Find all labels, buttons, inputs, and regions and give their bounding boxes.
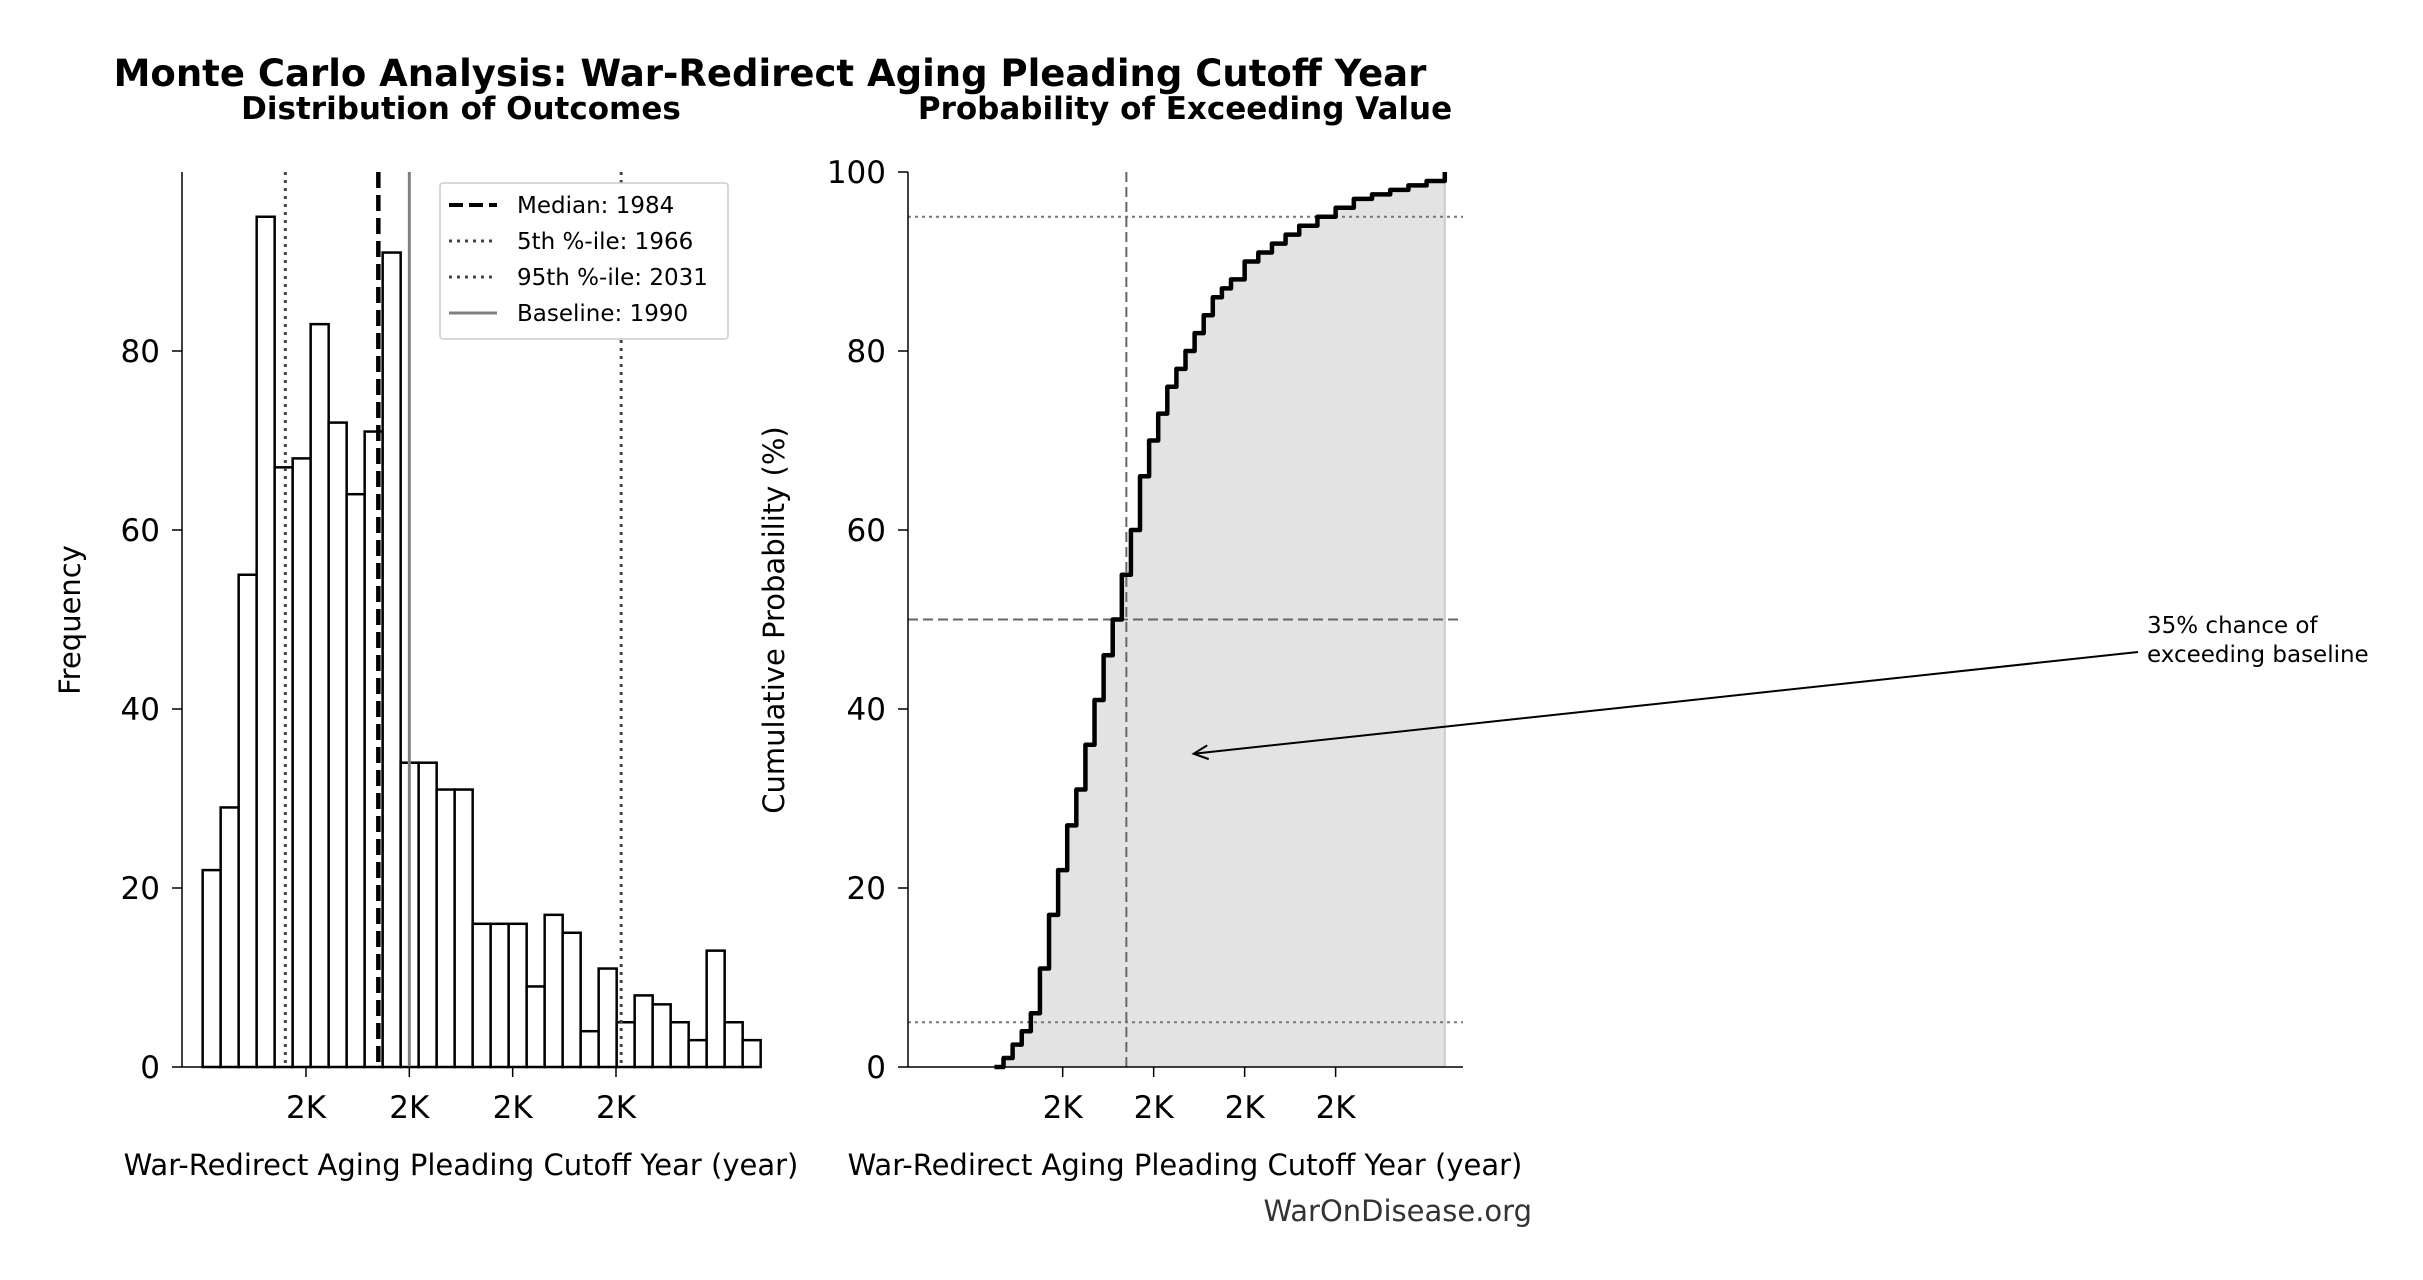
histogram-bar [255, 215, 276, 1069]
cdf-x-ticks: 2K 2K 2K 2K [1043, 1067, 1357, 1126]
histogram-bar [345, 492, 366, 1069]
legend: Median: 1984 5th %-ile: 1966 95th %-ile:… [439, 182, 729, 340]
histogram-bar [741, 1038, 762, 1069]
histogram-bar [507, 922, 528, 1069]
cdf-x-tick-label: 2K [1316, 1090, 1357, 1126]
histogram-bar [669, 1021, 690, 1069]
histogram-x-tick-label: 2K [286, 1090, 327, 1126]
cdf-x-tick-label: 2K [1134, 1090, 1175, 1126]
watermark: WarOnDisease.org [1263, 1194, 1532, 1228]
legend-label-median: Median: 1984 [517, 193, 674, 219]
histogram-x-ticks: 2K 2K 2K 2K [286, 1067, 637, 1126]
histogram-bar [489, 922, 510, 1069]
histogram-bar [273, 466, 294, 1069]
histogram-bar [597, 967, 618, 1069]
histogram-bar [471, 922, 492, 1069]
histogram-bars [201, 215, 762, 1069]
histogram-bar [633, 994, 654, 1069]
histogram-bar [615, 1021, 636, 1069]
cdf-y-tick-label: 40 [847, 692, 886, 728]
histogram-bar [687, 1038, 708, 1069]
histogram-bar [201, 868, 222, 1069]
cdf-y-tick-label: 20 [847, 871, 886, 907]
annotation-line-2: exceeding baseline [2147, 642, 2369, 668]
cdf-y-tick-label: 80 [847, 334, 886, 370]
cdf-title: Probability of Exceeding Value [918, 91, 1452, 127]
cdf-y-tick-label: 100 [827, 155, 886, 191]
legend-label-baseline: Baseline: 1990 [517, 301, 688, 327]
histogram-y-tick-label: 80 [121, 334, 160, 370]
cdf-y-ticks: 0 20 40 60 80 100 [827, 155, 908, 1086]
histogram-x-tick-label: 2K [596, 1090, 637, 1126]
cdf-x-axis-label: War-Redirect Aging Pleading Cutoff Year … [848, 1148, 1523, 1182]
cdf-y-axis-label: Cumulative Probability (%) [757, 426, 791, 813]
cdf-panel: Probability of Exceeding Value 0 20 40 60 80… [757, 91, 1522, 1182]
histogram-bar [543, 913, 564, 1069]
legend-frame [439, 182, 729, 340]
annotation-arrowhead [1191, 744, 1210, 761]
histogram-title: Distribution of Outcomes [241, 91, 681, 127]
histogram-y-tick-label: 20 [121, 871, 160, 907]
histogram-x-tick-label: 2K [493, 1090, 534, 1126]
histogram-bar [579, 1029, 600, 1069]
histogram-y-tick-label: 60 [121, 513, 160, 549]
cdf-curve [994, 172, 1448, 1070]
histogram-y-tick-label: 0 [140, 1050, 160, 1086]
legend-label-p95: 95th %-ile: 2031 [517, 265, 708, 291]
histogram-bar [327, 421, 348, 1069]
histogram-reference-lines [283, 172, 623, 1067]
legend-label-p5: 5th %-ile: 1966 [517, 229, 693, 255]
cdf-shaded-area [994, 172, 1445, 1067]
cdf-y-tick-label: 0 [866, 1050, 886, 1086]
cdf-x-tick-label: 2K [1043, 1090, 1084, 1126]
histogram-bar [237, 573, 258, 1069]
cdf-reference-lines [908, 172, 1463, 1067]
annotation-line-1: 35% chance of [2147, 613, 2319, 639]
figure-title: Monte Carlo Analysis: War-Redirect Aging… [114, 52, 1428, 95]
histogram-bar [561, 931, 582, 1069]
histogram-bar [381, 251, 402, 1069]
histogram-bar [417, 761, 438, 1069]
histogram-bar [435, 788, 456, 1069]
histogram-bar [651, 1003, 672, 1069]
annotation: 35% chance of exceeding baseline [1191, 613, 2369, 761]
histogram-x-tick-label: 2K [389, 1090, 430, 1126]
histogram-bar [525, 985, 546, 1069]
histogram-bar [219, 806, 240, 1069]
histogram-bar [723, 1021, 744, 1069]
histogram-bar [453, 788, 474, 1069]
cdf-x-tick-label: 2K [1225, 1090, 1266, 1126]
histogram-y-tick-label: 40 [121, 692, 160, 728]
histogram-bar [705, 949, 726, 1069]
histogram-x-axis-label: War-Redirect Aging Pleading Cutoff Year … [124, 1148, 799, 1182]
histogram-bar [309, 322, 330, 1069]
cdf-y-tick-label: 60 [847, 513, 886, 549]
histogram-y-axis-label: Frequency [53, 545, 87, 695]
histogram-bar [291, 457, 312, 1069]
histogram-y-ticks: 0 20 40 60 80 [121, 334, 182, 1086]
annotation-arrow [1193, 651, 2139, 755]
